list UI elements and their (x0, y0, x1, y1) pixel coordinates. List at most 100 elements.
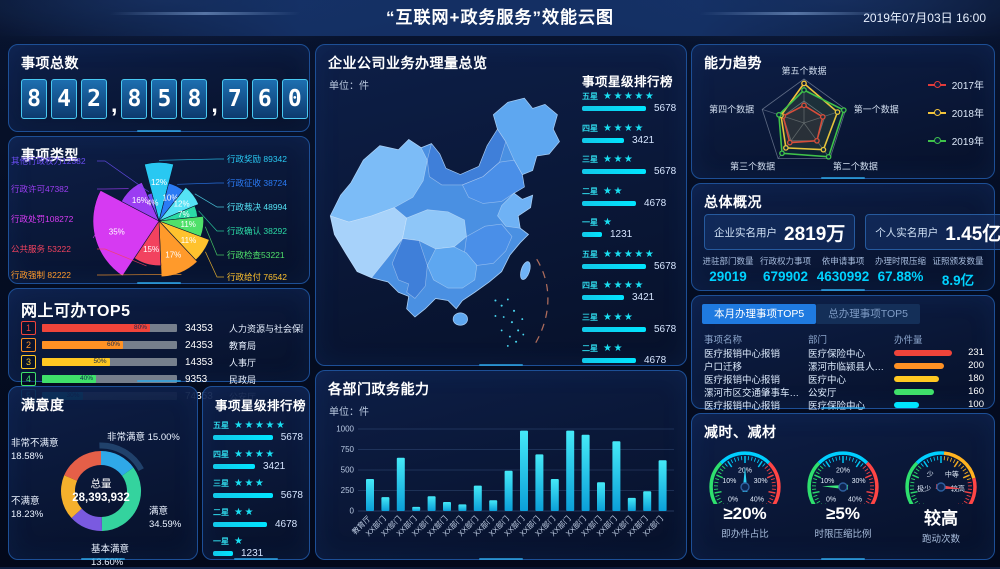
gauge-block: 极少少中等较高较高跑动次数 (894, 438, 988, 545)
cell-item-name: 漯河市区交通肇事车辆扣留处... (704, 385, 808, 399)
star-value: 5678 (654, 324, 676, 335)
table-row: 户口迁移漯河市临颍县人民社保...200 (704, 360, 984, 372)
radar-legend[interactable]: 2017年 2018年 2019年 (928, 77, 984, 161)
svg-text:第二个数据: 第二个数据 (833, 161, 878, 172)
svg-text:30%: 30% (852, 478, 866, 485)
cell-department: 公安厅 (808, 385, 894, 399)
china-map[interactable] (320, 81, 578, 359)
star-tier-label: 三星 (582, 312, 598, 323)
svg-text:行政处罚108272: 行政处罚108272 (11, 214, 74, 224)
svg-text:行政征收 38724: 行政征收 38724 (227, 178, 287, 188)
volume-value: 180 (968, 373, 984, 384)
progress-fill: 60% (42, 341, 123, 349)
table-body: 医疗报销中心报销医疗保险中心231户口迁移漯河市临颍县人民社保...200医疗报… (704, 347, 984, 412)
tab-monthly-top5[interactable]: 本月办理事项TOP5 (702, 304, 816, 324)
stat-label: 行政权力事项 (758, 256, 814, 266)
legend-marker (928, 140, 946, 142)
bar (659, 460, 667, 511)
svg-text:11%: 11% (180, 220, 195, 229)
stat-label: 证照颁发数量 (930, 256, 986, 266)
svg-text:第四个数据: 第四个数据 (709, 103, 754, 114)
digit-separator: , (111, 91, 117, 118)
star-rank-row: 二星★★4678 (213, 507, 303, 529)
star-icons: ★★★★★ (603, 249, 655, 260)
star-value: 3421 (632, 135, 654, 146)
star-bar (582, 169, 646, 174)
gauge-block: 0%10%20%30%40%≥20%即办件占比 (698, 438, 792, 545)
bar (443, 502, 451, 511)
legend-item[interactable]: 2017年 (928, 77, 984, 92)
svg-text:10%: 10% (820, 478, 834, 485)
star-rank-row: 五星★★★★★5678 (582, 91, 680, 113)
star-bar (582, 295, 624, 300)
svg-text:行政许可47382: 行政许可47382 (11, 184, 69, 194)
star-icons: ★★★ (603, 154, 634, 165)
tab-total-top5[interactable]: 总办理事项TOP5 (816, 304, 920, 324)
panel-online-top5: 网上可办TOP5 180%34353人力资源与社会保障厅260%24353教育局… (8, 288, 310, 382)
row-name: 教育局 (229, 339, 256, 352)
stat-label: 办理时限压缩 (873, 256, 929, 266)
volume-bar (894, 389, 934, 395)
cell-volume: 200 (894, 360, 984, 371)
bar (428, 496, 436, 511)
digit-separator: , (211, 91, 217, 118)
bar (535, 454, 543, 511)
star-icons: ★★★ (603, 312, 634, 323)
progress-track: 60% (42, 341, 177, 349)
star-icons: ★★★★ (234, 449, 276, 460)
svg-text:极少: 极少 (917, 484, 931, 493)
volume-value: 231 (968, 347, 984, 358)
star-value: 3421 (632, 292, 654, 303)
stat-label: 个人实名用户 (875, 225, 938, 240)
legend-item[interactable]: 2019年 (928, 133, 984, 148)
svg-text:11%: 11% (181, 236, 196, 245)
svg-text:1000: 1000 (336, 425, 354, 434)
stat-value: 679902 (758, 269, 814, 284)
panel-title: 总体概况 (704, 192, 762, 212)
digit-box: 4 (51, 79, 77, 119)
panel-item-types: 事项类型 12%10%12%7%11%11%17%15%35%16%4%行政奖励… (8, 136, 310, 284)
volume-bar (894, 402, 919, 408)
rank-badge: 1 (21, 321, 36, 335)
star-tier-label: 二星 (582, 343, 598, 354)
progress-percent: 50% (93, 358, 106, 366)
row-value: 24353 (185, 340, 223, 351)
star-rank-row: 三星★★★5678 (582, 154, 680, 176)
progress-fill: 80% (42, 324, 150, 332)
panel-title: 事项星级排行榜 (215, 395, 306, 414)
star-rank-row: 三星 ★★★ 5678 (582, 312, 680, 334)
svg-text:30%: 30% (754, 478, 768, 485)
svg-text:行政给付 76542: 行政给付 76542 (227, 272, 287, 282)
taiwan-island[interactable] (519, 260, 533, 280)
star-rank-row: 一星★1231 (582, 217, 680, 239)
donut-labels: 非常满意 15.00%满意 34.59%基本满意 13.60%不满意 18.23… (9, 387, 197, 559)
legend-item[interactable]: 2018年 (928, 105, 984, 120)
star-tier-label: 五星 (582, 249, 598, 260)
svg-text:12%: 12% (151, 178, 167, 187)
stat-label: 进驻部门数量 (700, 256, 756, 266)
star-value: 1231 (610, 229, 632, 240)
cell-department: 医疗保险中心 (808, 398, 894, 412)
star-bar (582, 264, 646, 269)
svg-text:40%: 40% (848, 497, 862, 504)
gauge-chart: 0%10%20%30%40% (698, 438, 792, 504)
volume-bar (894, 350, 952, 356)
svg-text:15%: 15% (143, 245, 159, 254)
svg-text:16%: 16% (132, 196, 148, 205)
star-icons: ★★★★★ (234, 420, 286, 431)
donut-label: 基本满意 13.60% (91, 543, 129, 569)
rank-badge: 4 (21, 372, 36, 386)
svg-text:17%: 17% (165, 251, 181, 260)
svg-text:公共服务 53222: 公共服务 53222 (11, 244, 71, 254)
row-name: 人力资源与社会保障厅 (229, 322, 303, 335)
bar (520, 431, 528, 511)
hainan-island[interactable] (453, 313, 467, 325)
star-rank-row: 五星★★★★★5678 (582, 249, 680, 271)
svg-text:行政强制 82222: 行政强制 82222 (11, 270, 71, 280)
star-icons: ★ (234, 536, 244, 547)
